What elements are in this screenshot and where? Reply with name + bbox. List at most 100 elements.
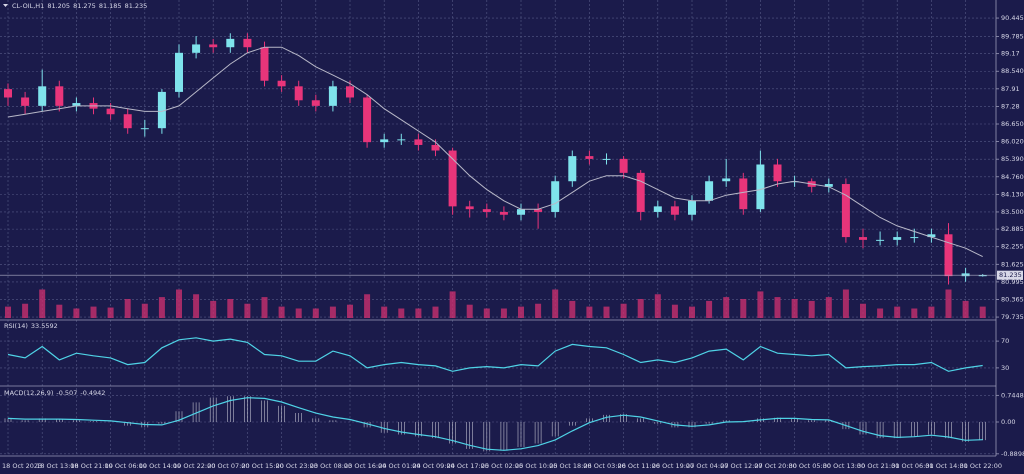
candle-body: [602, 158, 611, 160]
candle-body: [688, 200, 696, 215]
candle-body: [790, 181, 799, 183]
volume-bar: [90, 306, 97, 318]
y-tick-label: 86.020: [1001, 138, 1024, 146]
candle-body: [55, 86, 64, 106]
x-tick-label: 26 Oct 19:00: [652, 462, 694, 470]
y-tick-label: 87.28: [1001, 102, 1020, 110]
volume-bar: [654, 294, 661, 318]
candle-body: [363, 97, 372, 143]
x-tick-label: 24 Oct 17:00: [447, 462, 489, 470]
candle-body: [499, 211, 508, 215]
x-tick-label: 26 Oct 03:00: [583, 462, 625, 470]
indicator-value: 33.5592: [31, 322, 58, 330]
candle-body: [568, 156, 577, 182]
candle-body: [106, 108, 115, 115]
candle-body: [311, 100, 320, 106]
x-tick-label: 19 Oct 22:00: [173, 462, 215, 470]
x-tick-label: 24 Oct 09:00: [412, 462, 454, 470]
volume-bar: [398, 308, 405, 318]
symbol: CL-OIL,H1: [12, 2, 44, 10]
x-tick-label: 24 Oct 01:00: [378, 462, 420, 470]
volume-bar: [945, 289, 952, 318]
volume-bar: [210, 300, 217, 318]
candle-body: [893, 237, 902, 240]
y-tick-label: 89.785: [1001, 32, 1024, 40]
volume-bar: [483, 308, 490, 318]
volume-bar: [979, 306, 986, 318]
y-tick-label: 80.995: [1001, 278, 1024, 286]
x-tick-label: 31 Oct 06:00: [891, 462, 933, 470]
y-tick-label: 81.625: [1001, 260, 1024, 268]
volume-bar: [586, 306, 593, 318]
candle-body: [243, 38, 252, 48]
volume-bar: [706, 300, 713, 318]
candle-body: [123, 114, 132, 129]
volume-bar: [757, 291, 764, 318]
y-tick-label: 86.650: [1001, 120, 1024, 128]
candle-body: [448, 150, 457, 207]
candle-body: [876, 239, 885, 241]
open-value: 81.205: [47, 2, 70, 10]
y-tick-label: 82.885: [1001, 225, 1024, 233]
candle-body: [277, 80, 286, 87]
candle-body: [653, 206, 662, 212]
candle-body: [961, 273, 970, 277]
candle-body: [346, 86, 354, 98]
candle-body: [824, 184, 833, 187]
candle-body: [722, 178, 731, 182]
candle-body: [226, 38, 235, 48]
x-tick-label: 19 Oct 14:00: [139, 462, 181, 470]
x-tick-label: 25 Oct 02:00: [481, 462, 523, 470]
x-tick-label: 23 Oct 08:00: [310, 462, 352, 470]
indicator-line: [7, 337, 983, 372]
candle-body: [534, 209, 543, 212]
candle-body: [260, 47, 269, 81]
volume-bar: [552, 289, 559, 318]
y-tick-label: 88.540: [1001, 67, 1024, 75]
chart-header: CL-OIL,H1 81.205 81.275 81.185 81.235: [12, 2, 147, 10]
volume-bar: [671, 304, 678, 318]
volume-bar: [312, 308, 319, 318]
candle-body: [157, 91, 166, 129]
candle-body: [192, 44, 201, 53]
volume-bar: [911, 308, 918, 318]
close-value: 81.235: [125, 2, 148, 10]
signal-value: -0.4942: [80, 389, 105, 397]
volume-bar: [432, 306, 439, 318]
volume-bar: [740, 299, 747, 318]
candle-body: [294, 86, 303, 101]
candle-body: [175, 52, 183, 92]
header-marker: [3, 4, 8, 7]
volume-bar: [278, 306, 285, 318]
candle-body: [585, 156, 594, 159]
volume-bar: [329, 306, 336, 318]
y-tick-label: 82.255: [1001, 243, 1024, 251]
low-value: 81.185: [99, 2, 122, 10]
candle-body: [397, 139, 406, 141]
y-tick-label: 80.365: [1001, 295, 1024, 303]
x-tick-label: 30 Oct 21:00: [857, 462, 899, 470]
candle-body: [431, 144, 440, 151]
volume-bar: [449, 291, 456, 318]
x-tick-label: 27 Oct 20:00: [754, 462, 796, 470]
volume-bar: [56, 304, 63, 318]
candle-body: [670, 206, 679, 215]
volume-bar: [158, 297, 165, 318]
candle-body: [72, 103, 81, 106]
signal-line: [7, 397, 983, 451]
volume-bar: [466, 304, 473, 318]
candle-body: [859, 237, 867, 240]
x-tick-label: 20 Oct 23:00: [276, 462, 318, 470]
volume-bar: [193, 294, 200, 318]
x-tick-label: 25 Oct 10:00: [515, 462, 557, 470]
candle-body: [773, 164, 782, 182]
volume-bar: [535, 303, 542, 318]
x-tick-label: 18 Oct 2023: [2, 462, 42, 470]
y-tick-label: 83.500: [1001, 208, 1024, 216]
volume-bar: [569, 300, 576, 318]
x-tick-label: 18 Oct 13:00: [36, 462, 78, 470]
candle-body: [841, 184, 850, 238]
candle-body: [328, 86, 337, 106]
